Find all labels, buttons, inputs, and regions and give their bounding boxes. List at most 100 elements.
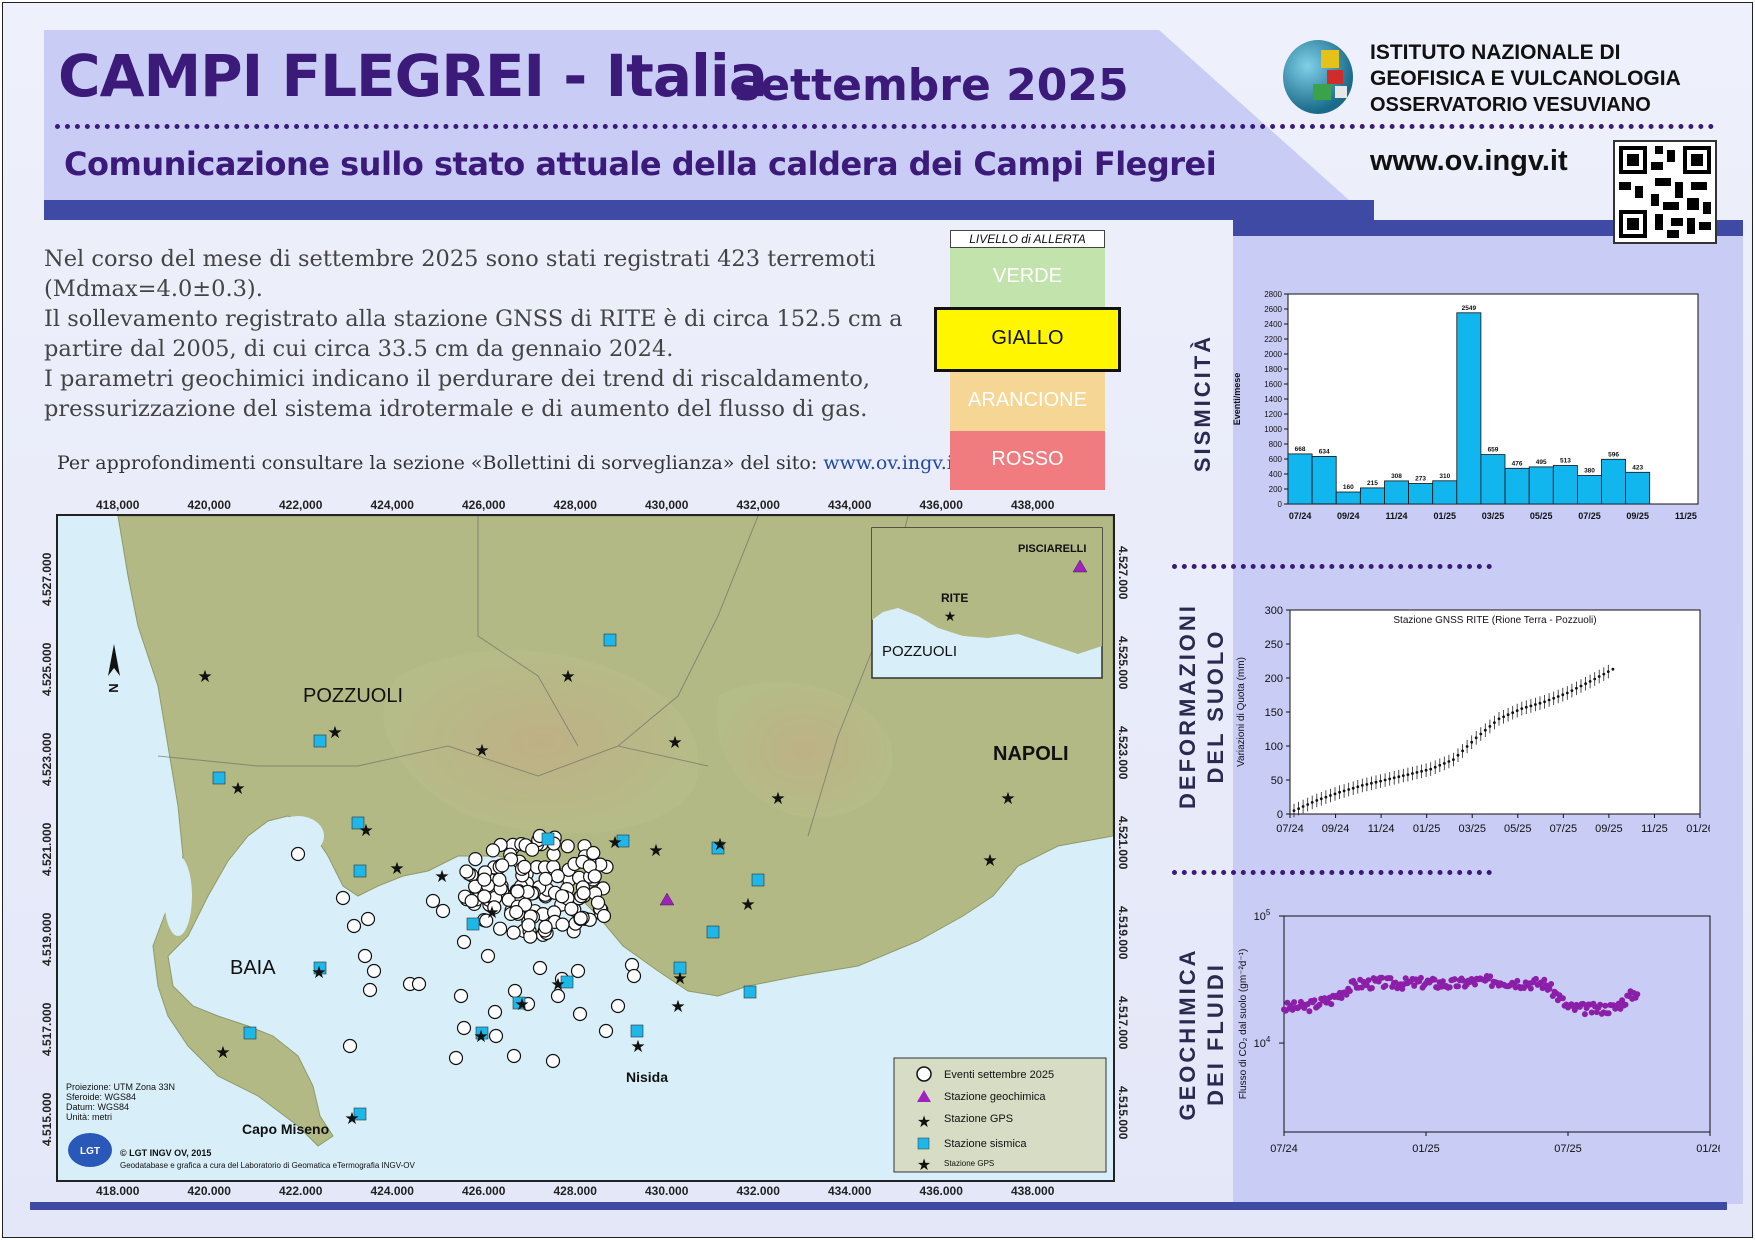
- gps-station-marker: ★: [327, 723, 342, 742]
- data-point: [1520, 707, 1524, 710]
- intro-paragraph: I parametri geochimici indicano il perdu…: [44, 366, 871, 422]
- earthquake-marker: [570, 963, 586, 979]
- qr-code-icon[interactable]: [1613, 140, 1717, 244]
- gps-station-marker: ★: [434, 867, 449, 886]
- data-point: [1365, 783, 1369, 786]
- data-point: [1306, 1008, 1313, 1015]
- bar-label: 160: [1343, 484, 1354, 491]
- earthquake-marker: [453, 988, 469, 1004]
- map-y-tick: 4.517.000: [40, 1002, 54, 1056]
- data-point: [1556, 695, 1560, 698]
- page-subtitle: Comunicazione sullo stato attuale della …: [64, 145, 1217, 183]
- earthquake-marker: [477, 889, 492, 904]
- data-point: [1370, 781, 1373, 785]
- earthquake-marker: [366, 963, 382, 979]
- bar: [1359, 487, 1385, 505]
- earthquake-marker: [425, 893, 441, 909]
- data-point: [1397, 775, 1401, 779]
- gps-station-marker: ★: [667, 733, 682, 752]
- data-point: [1358, 984, 1365, 991]
- data-point: [1346, 988, 1353, 994]
- data-point: [1611, 667, 1615, 671]
- section-title: SISMICITÀ: [1190, 333, 1215, 473]
- alert-level-giallo: GIALLO: [934, 307, 1121, 372]
- data-point: [1532, 975, 1539, 982]
- earthquake-marker: [360, 911, 376, 927]
- data-point: [1474, 736, 1478, 740]
- x-tick-label: 09/25: [1595, 823, 1623, 835]
- earthquake-marker: [493, 921, 508, 936]
- ingv-logo-icon: [1283, 40, 1353, 114]
- earthquake-events: [290, 828, 642, 1069]
- x-tick-label: 07/24: [1270, 1143, 1298, 1155]
- gps-station-marker: ★: [712, 835, 727, 854]
- earthquake-marker: [290, 846, 306, 862]
- data-point: [1546, 985, 1553, 992]
- data-point: [1415, 771, 1419, 774]
- inset-pisciarelli: PISCIARELLI: [1018, 543, 1086, 555]
- intro-paragraph: Il sollevamento registrato alla stazione…: [44, 306, 903, 362]
- seismic-station-marker: [751, 873, 765, 887]
- gps-station-marker: ★: [484, 903, 499, 922]
- map-x-tick: 432,000: [736, 498, 780, 512]
- seismic-station-marker: [743, 985, 757, 999]
- credit-copyright: © LGT INGV OV, 2015: [120, 1148, 211, 1158]
- bar-label: 513: [1560, 458, 1571, 465]
- data-point: [1338, 790, 1341, 794]
- header-divider: [44, 200, 1374, 220]
- data-point: [1538, 701, 1542, 705]
- data-point: [1438, 763, 1442, 767]
- seismic-station-marker: [673, 961, 687, 975]
- map-x-tick: 426,000: [462, 498, 506, 512]
- gps-station-marker: ★: [389, 859, 404, 878]
- lgt-logo-icon: LGT: [68, 1133, 112, 1167]
- earthquake-marker: [521, 918, 536, 933]
- y-tick-label: 0: [1277, 809, 1283, 821]
- earthquake-marker: [555, 917, 570, 932]
- earthquake-marker: [573, 911, 588, 926]
- y-axis-label: Flusso di CO₂ dal suolo (gm⁻²d⁻¹): [1238, 949, 1249, 1100]
- website-link[interactable]: www.ov.ingv.it: [1370, 145, 1568, 177]
- map-x-tick: 426.000: [462, 1184, 506, 1198]
- more-info-link[interactable]: www.ov.ingv.it: [823, 452, 961, 474]
- map-y-tick: 4.521.000: [40, 822, 54, 876]
- gps-station-marker: ★: [197, 667, 212, 686]
- data-point: [1379, 974, 1385, 981]
- data-point: [1619, 997, 1626, 1004]
- data-point: [1338, 995, 1345, 1001]
- map-x-tick: 424,000: [370, 498, 414, 512]
- seismicity-map[interactable]: ★ ★ ★ ★ ★ ★ ★ ★ ★ ★ ★ ★ ★ ★ ★ ★ ★ ★ ★ ★ ★ ★ ★ ★ ★ ★ PISCIARELLI R…: [56, 514, 1115, 1182]
- data-point: [1333, 792, 1337, 796]
- earthquake-marker: [335, 890, 351, 906]
- x-tick-label: 03/25: [1458, 823, 1486, 835]
- seismic-station-marker: [616, 834, 630, 848]
- earthquake-marker: [550, 988, 566, 1004]
- section-title: GEOCHIMICA: [1175, 947, 1200, 1121]
- data-point: [1581, 1011, 1588, 1018]
- bar-label: 423: [1632, 464, 1643, 471]
- x-tick-label: 05/25: [1530, 511, 1553, 521]
- map-x-tick: 434,000: [828, 498, 872, 512]
- data-point: [1388, 777, 1392, 781]
- legend-geochem: Stazione geochimica: [944, 1091, 1046, 1103]
- seismic-station-marker: [353, 1107, 367, 1121]
- x-tick-label: 01/26: [1696, 1143, 1720, 1155]
- earthquake-marker: [509, 905, 524, 920]
- data-point: [1602, 1002, 1609, 1009]
- data-point: [1379, 779, 1382, 783]
- data-point: [1311, 997, 1318, 1004]
- earthquake-marker: [495, 858, 510, 873]
- projection-line: Datum: WGS84: [66, 1102, 129, 1112]
- data-point: [1597, 675, 1601, 678]
- y-tick-label: 2000: [1264, 350, 1282, 359]
- data-point: [1605, 1010, 1612, 1017]
- map-x-tick: 434.000: [828, 1184, 872, 1198]
- place-baia: BAIA: [230, 957, 276, 979]
- alert-level-panel: LIVELLO di ALLERTA VERDE GIALLO ARANCION…: [934, 230, 1121, 490]
- institute-line: OSSERVATORIO VESUVIANO: [1370, 94, 1651, 116]
- map-y-tick: 4.521.000: [1116, 816, 1130, 870]
- page-title: CAMPI FLEGREI - Italia: [58, 42, 768, 110]
- map-x-tick: 420.000: [187, 1184, 231, 1198]
- gps-station-marker: ★: [648, 841, 663, 860]
- data-point: [1411, 982, 1418, 989]
